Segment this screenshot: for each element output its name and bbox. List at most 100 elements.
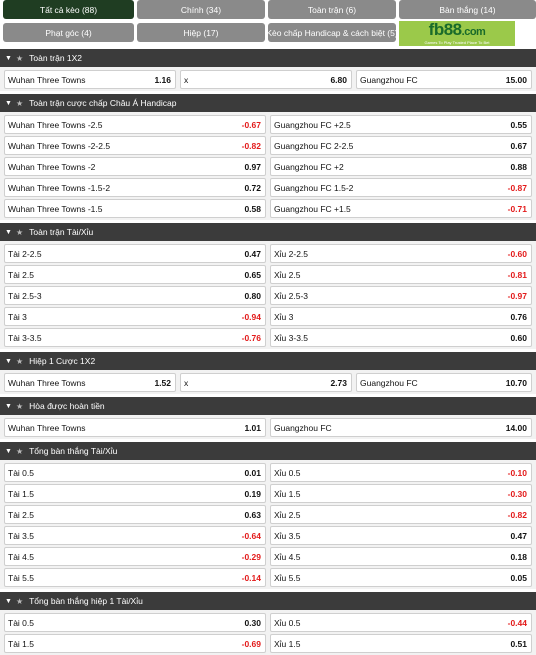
tab-goals[interactable]: Bàn thắng (14): [399, 0, 536, 19]
collapse-arrow-icon[interactable]: ▼: [5, 99, 12, 107]
collapse-arrow-icon[interactable]: ▼: [5, 54, 12, 62]
odds-button[interactable]: Tài 2.5 0.65: [4, 265, 266, 284]
odds-button[interactable]: Guangzhou FC 14.00: [270, 418, 532, 437]
selection-name: Xỉu 2-2.5: [274, 248, 309, 259]
odds-button[interactable]: Xỉu 1.5 0.51: [270, 634, 532, 653]
tab-corners[interactable]: Phạt góc (4): [3, 23, 134, 42]
odds-button[interactable]: Xỉu 2.5 -0.81: [270, 265, 532, 284]
odds-button[interactable]: Guangzhou FC 2-2.5 0.67: [270, 136, 532, 155]
odds-button[interactable]: Tài 1.5 -0.69: [4, 634, 266, 653]
odds-button[interactable]: Tài 2-2.5 0.47: [4, 244, 266, 263]
odds-value: -0.71: [507, 203, 527, 214]
odds-button[interactable]: Xỉu 3.5 0.47: [270, 526, 532, 545]
odds-button[interactable]: Tài 3.5 -0.64: [4, 526, 266, 545]
odds-button[interactable]: Wuhan Three Towns -2.5 -0.67: [4, 115, 266, 134]
odds-button[interactable]: Wuhan Three Towns 1.01: [4, 418, 266, 437]
odds-button[interactable]: Xỉu 0.5 -0.10: [270, 463, 532, 482]
selection-name: Guangzhou FC: [360, 377, 418, 388]
odds-button[interactable]: Guangzhou FC 10.70: [356, 373, 532, 392]
section-header[interactable]: ▼ ★ Toàn trận 1X2: [0, 49, 536, 67]
odds-value: 0.97: [244, 161, 261, 172]
collapse-arrow-icon[interactable]: ▼: [5, 447, 12, 455]
odds-button[interactable]: Xỉu 2.5 -0.82: [270, 505, 532, 524]
selection-name: Guangzhou FC +1.5: [274, 203, 351, 214]
star-icon[interactable]: ★: [15, 401, 24, 411]
odds-button[interactable]: Wuhan Three Towns -1.5 0.58: [4, 199, 266, 218]
selection-name: Xỉu 0.5: [274, 617, 301, 628]
section-header[interactable]: ▼ ★ Hiệp 1 Cược 1X2: [0, 352, 536, 370]
selection-name: Tài 4.5: [8, 551, 34, 562]
market-tabs: Tất cả kèo (88) Chính (34) Toàn trận (6)…: [0, 0, 536, 46]
star-icon[interactable]: ★: [15, 356, 24, 366]
odds-row: Tài 1.5 -0.69 Xỉu 1.5 0.51: [2, 633, 534, 654]
tab-handicap[interactable]: Kèo chấp Handicap & cách biệt (5): [266, 23, 398, 42]
tab-half[interactable]: Hiệp (17): [137, 23, 265, 42]
odds-button[interactable]: Tài 0.5 0.30: [4, 613, 266, 632]
fb88-logo[interactable]: fb88.com Games To Play Trusted Place To …: [399, 21, 515, 46]
section-title: Toàn trận Tài/Xỉu: [29, 227, 94, 237]
odds-button[interactable]: Xỉu 2-2.5 -0.60: [270, 244, 532, 263]
odds-button[interactable]: Tài 4.5 -0.29: [4, 547, 266, 566]
odds-button[interactable]: Xỉu 2.5-3 -0.97: [270, 286, 532, 305]
odds-row: Wuhan Three Towns -2.5 -0.67 Guangzhou FC …: [2, 114, 534, 135]
odds-button[interactable]: Guangzhou FC +2.5 0.55: [270, 115, 532, 134]
odds-button[interactable]: Tài 5.5 -0.14: [4, 568, 266, 587]
star-icon[interactable]: ★: [15, 98, 24, 108]
odds-value: -0.81: [507, 269, 527, 280]
odds-button[interactable]: Wuhan Three Towns -2 0.97: [4, 157, 266, 176]
star-icon[interactable]: ★: [15, 227, 24, 237]
odds-value: 2.73: [330, 377, 347, 388]
odds-row: Wuhan Three Towns 1.52 x 2.73 Guangzhou FC 10…: [2, 372, 534, 393]
star-icon[interactable]: ★: [15, 446, 24, 456]
selection-name: Tài 5.5: [8, 572, 34, 583]
tab-full-match[interactable]: Toàn trận (6): [268, 0, 396, 19]
odds-button[interactable]: Wuhan Three Towns 1.16: [4, 70, 176, 89]
section-header[interactable]: ▼ ★ Hòa được hoàn tiền: [0, 397, 536, 415]
odds-button[interactable]: Xỉu 3-3.5 0.60: [270, 328, 532, 347]
tab-all[interactable]: Tất cả kèo (88): [3, 0, 134, 19]
odds-button[interactable]: Wuhan Three Towns -2-2.5 -0.82: [4, 136, 266, 155]
odds-button[interactable]: Wuhan Three Towns 1.52: [4, 373, 176, 392]
selection-name: Wuhan Three Towns -2.5: [8, 119, 103, 130]
odds-row: Wuhan Three Towns -2-2.5 -0.82 Guangzhou F…: [2, 135, 534, 156]
odds-button[interactable]: Guangzhou FC 15.00: [356, 70, 532, 89]
odds-button[interactable]: Xỉu 1.5 -0.30: [270, 484, 532, 503]
star-icon[interactable]: ★: [15, 596, 24, 606]
odds-button[interactable]: Xỉu 5.5 0.05: [270, 568, 532, 587]
collapse-arrow-icon[interactable]: ▼: [5, 357, 12, 365]
odds-row: Wuhan Three Towns -2 0.97 Guangzhou FC +2 0…: [2, 156, 534, 177]
collapse-arrow-icon[interactable]: ▼: [5, 402, 12, 410]
odds-button[interactable]: Tài 3-3.5 -0.76: [4, 328, 266, 347]
odds-button[interactable]: x 2.73: [180, 373, 352, 392]
odds-button[interactable]: Tài 0.5 0.01: [4, 463, 266, 482]
odds-button[interactable]: Xỉu 3 0.76: [270, 307, 532, 326]
odds-row: Tài 2.5-3 0.80 Xỉu 2.5-3 -0.97: [2, 285, 534, 306]
odds-grid: Tài 0.5 0.01 Xỉu 0.5 -0.10 Tài 1.5 0.19 Xỉu 1.…: [0, 460, 536, 589]
star-icon[interactable]: ★: [15, 53, 24, 63]
odds-value: 0.18: [510, 551, 527, 562]
selection-name: Tài 2.5: [8, 509, 34, 520]
collapse-arrow-icon[interactable]: ▼: [5, 228, 12, 236]
odds-button[interactable]: Tài 2.5 0.63: [4, 505, 266, 524]
odds-button[interactable]: Tài 3 -0.94: [4, 307, 266, 326]
odds-button[interactable]: Xỉu 4.5 0.18: [270, 547, 532, 566]
odds-button[interactable]: Guangzhou FC 1.5-2 -0.87: [270, 178, 532, 197]
section-header[interactable]: ▼ ★ Tổng bàn thắng Tài/Xỉu: [0, 442, 536, 460]
section-header[interactable]: ▼ ★ Tổng bàn thắng hiệp 1 Tài/Xỉu: [0, 592, 536, 610]
selection-name: Wuhan Three Towns: [8, 422, 86, 433]
odds-row: Tài 0.5 0.01 Xỉu 0.5 -0.10: [2, 462, 534, 483]
odds-button[interactable]: Tài 2.5-3 0.80: [4, 286, 266, 305]
collapse-arrow-icon[interactable]: ▼: [5, 597, 12, 605]
section-header[interactable]: ▼ ★ Toàn trận Tài/Xỉu: [0, 223, 536, 241]
odds-button[interactable]: Tài 1.5 0.19: [4, 484, 266, 503]
odds-row: Tài 1.5 0.19 Xỉu 1.5 -0.30: [2, 483, 534, 504]
odds-button[interactable]: Xỉu 0.5 -0.44: [270, 613, 532, 632]
odds-button[interactable]: Guangzhou FC +1.5 -0.71: [270, 199, 532, 218]
odds-row: Tài 3 -0.94 Xỉu 3 0.76: [2, 306, 534, 327]
section-header[interactable]: ▼ ★ Toàn trận cược chấp Châu Á Handicap: [0, 94, 536, 112]
tab-main[interactable]: Chính (34): [137, 0, 265, 19]
odds-button[interactable]: Wuhan Three Towns -1.5-2 0.72: [4, 178, 266, 197]
odds-button[interactable]: Guangzhou FC +2 0.88: [270, 157, 532, 176]
odds-button[interactable]: x 6.80: [180, 70, 352, 89]
selection-name: x: [184, 74, 189, 85]
